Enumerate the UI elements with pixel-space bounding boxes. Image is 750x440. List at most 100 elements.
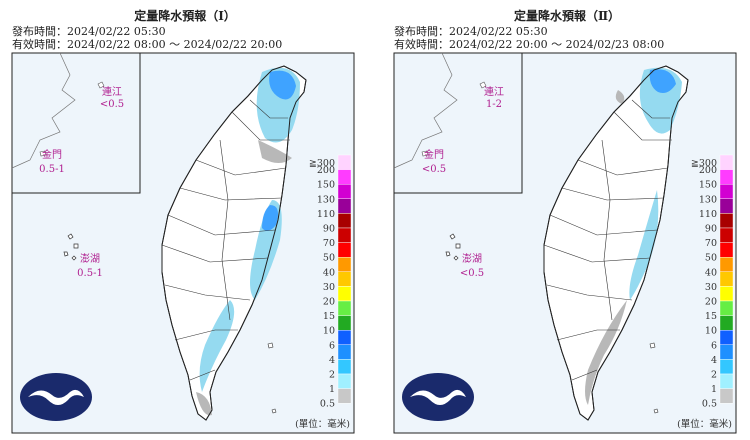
taiwan-outline xyxy=(543,65,689,421)
legend-swatch xyxy=(719,373,734,389)
legend-swatch xyxy=(337,213,352,229)
legend-swatch xyxy=(337,388,352,404)
county-border xyxy=(231,111,290,141)
county-border xyxy=(195,159,287,176)
county-border xyxy=(179,187,283,201)
legend-swatch xyxy=(719,183,734,199)
legend-label: 0.5 xyxy=(702,399,717,410)
legend-label: 10 xyxy=(705,326,717,337)
island xyxy=(421,81,487,157)
rain-area xyxy=(258,140,292,163)
legend-label: 70 xyxy=(323,238,335,249)
legend-swatch xyxy=(337,330,352,346)
legend-swatch xyxy=(719,315,734,331)
legend-label: 4 xyxy=(711,355,717,366)
inset-amount: 1-2 xyxy=(486,99,502,110)
legend-label: 10 xyxy=(323,326,335,337)
valid-time: 有效時間：2024/02/22 08:00 ～ 2024/02/22 20:00 xyxy=(12,37,282,51)
legend-label: 6 xyxy=(329,340,335,351)
inset-name: 澎湖 xyxy=(80,253,100,265)
legend-label: 130 xyxy=(699,194,717,205)
legend-label: 2 xyxy=(711,370,717,381)
legend-label: ≧300 xyxy=(309,158,335,169)
china-coast xyxy=(11,52,76,169)
issue-time: 發布時間：2024/02/22 05:30 xyxy=(12,24,166,38)
legend-swatch xyxy=(337,300,352,316)
legend-swatch xyxy=(337,359,352,375)
small-island xyxy=(267,342,277,414)
legend-label: 50 xyxy=(323,253,335,264)
logo-swirl xyxy=(410,389,466,405)
legend-swatch xyxy=(719,213,734,229)
legend-swatch xyxy=(719,257,734,273)
county-border xyxy=(549,214,658,236)
legend-label: 6 xyxy=(711,340,717,351)
inset-name: 金門 xyxy=(42,148,62,161)
legend-swatch xyxy=(719,271,734,287)
county-border xyxy=(167,214,276,236)
legend-swatch xyxy=(719,330,734,346)
legend-label: 90 xyxy=(705,224,717,235)
legend-label: 110 xyxy=(317,209,335,220)
valid-time: 有效時間：2024/02/22 20:00 ～ 2024/02/23 08:00 xyxy=(394,37,664,51)
legend-label: 2 xyxy=(329,370,335,381)
legend-label: 20 xyxy=(705,297,717,308)
legend-label: 20 xyxy=(323,297,335,308)
legend-swatch xyxy=(719,198,734,214)
agency-logo xyxy=(402,373,474,421)
legend-swatch xyxy=(337,183,352,199)
forecast-panel: 定量降水預報（Ⅱ）發布時間：2024/02/22 05:30有效時間：2024/… xyxy=(393,8,737,434)
rain-area xyxy=(196,392,212,416)
legend-label: 40 xyxy=(323,267,335,278)
legend-swatch xyxy=(337,242,352,258)
county-border xyxy=(601,139,613,321)
penghu-islands xyxy=(445,233,461,261)
legend-label: 200 xyxy=(699,165,717,176)
legend-label: 200 xyxy=(317,165,335,176)
forecast-panel: 定量降水預報（Ⅰ）發布時間：2024/02/22 05:30有效時間：2024/… xyxy=(11,8,355,434)
inset-name: 澎湖 xyxy=(462,253,482,265)
inset-amount: 0.5-1 xyxy=(39,164,65,175)
unit-label: (單位：毫米) xyxy=(677,418,732,430)
panel-title: 定量降水預報（Ⅱ） xyxy=(514,8,620,23)
legend-label: 30 xyxy=(705,282,717,293)
inset-box xyxy=(393,52,523,194)
legend-swatch xyxy=(337,198,352,214)
rain-area xyxy=(649,69,676,93)
legend-swatch xyxy=(337,286,352,302)
county-border xyxy=(219,139,231,321)
legend-label: 130 xyxy=(317,194,335,205)
legend-swatch xyxy=(337,169,352,185)
unit-label: (單位：毫米) xyxy=(295,418,350,430)
inset-box xyxy=(11,52,141,194)
legend-label: 90 xyxy=(323,224,335,235)
rain-area xyxy=(615,90,625,104)
county-border xyxy=(561,187,665,201)
legend-label: 150 xyxy=(317,180,335,191)
legend-label: 110 xyxy=(699,209,717,220)
legend-swatch xyxy=(337,271,352,287)
rain-area xyxy=(585,300,627,405)
county-border xyxy=(556,329,620,341)
legend-swatch xyxy=(337,154,352,170)
rain-area xyxy=(262,205,278,231)
legend-swatch xyxy=(337,257,352,273)
legend-label: ≧300 xyxy=(691,158,717,169)
rain-area xyxy=(269,70,296,100)
county-border xyxy=(543,244,651,263)
small-island xyxy=(649,342,659,414)
china-coast xyxy=(393,52,458,169)
county-border xyxy=(161,244,269,263)
county-border xyxy=(174,329,238,341)
legend-swatch xyxy=(719,388,734,404)
county-border xyxy=(613,111,672,141)
legend-swatch xyxy=(719,169,734,185)
county-border xyxy=(189,369,216,381)
county-border xyxy=(571,369,598,381)
legend-label: 50 xyxy=(705,253,717,264)
county-border xyxy=(631,99,670,119)
county-border xyxy=(546,284,633,301)
legend-label: 15 xyxy=(323,311,335,322)
county-border xyxy=(164,284,251,301)
